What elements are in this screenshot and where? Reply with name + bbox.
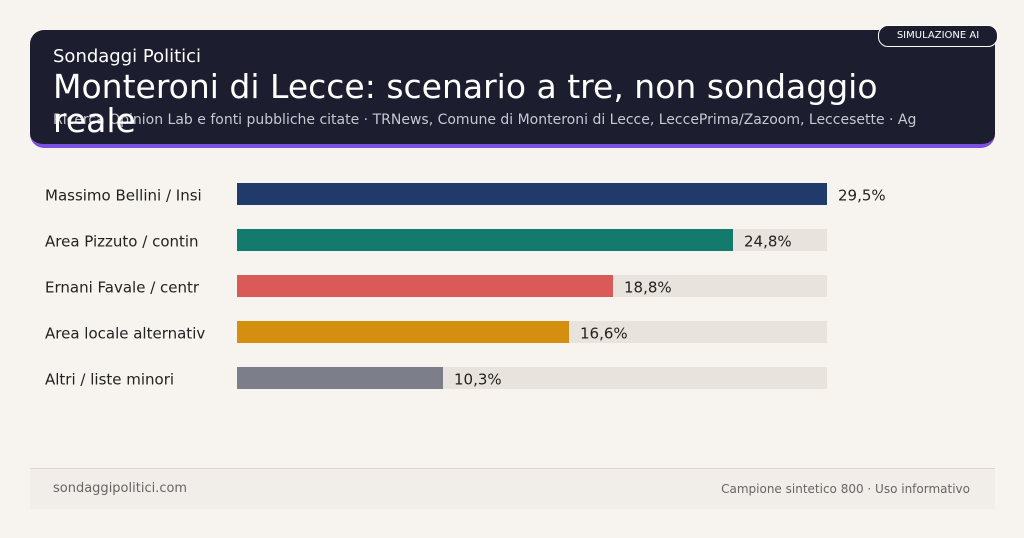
value-label: 18,8%	[624, 279, 672, 297]
value-label: 16,6%	[580, 325, 628, 343]
bar	[237, 275, 613, 297]
category-label: Ernani Favale / centr	[45, 279, 200, 297]
category-label: Area Pizzuto / contin	[45, 233, 199, 251]
value-label: 29,5%	[838, 187, 886, 205]
footer: sondaggipolitici.com Campione sintetico …	[30, 468, 995, 509]
bar	[237, 321, 569, 343]
footer-note: Campione sintetico 800 · Uso informativo	[721, 482, 970, 496]
site: sondaggipolitici.com	[53, 481, 188, 496]
category-label: Area locale alternativ	[45, 325, 205, 343]
value-label: 24,8%	[744, 233, 792, 251]
badge: SIMULAZIONE AI	[878, 25, 998, 47]
category-label: Altri / liste minori	[45, 371, 174, 389]
chart: Massimo Bellini / Insi 29,5% Area Pizzuto …	[45, 183, 886, 389]
category-label: Massimo Bellini / Insi	[45, 187, 202, 205]
bar	[237, 183, 827, 205]
subtitle: Ricerca Opinion Lab e fonti pubbliche ci…	[53, 112, 917, 128]
bar	[237, 367, 443, 389]
brand: Sondaggi Politici	[53, 46, 202, 67]
bar	[237, 229, 733, 251]
title: Monteroni di Lecce: scenario a tre, non …	[53, 67, 878, 140]
header: Sondaggi Politici Ricerca Opinion Lab e …	[30, 30, 995, 148]
value-label: 10,3%	[454, 371, 502, 389]
